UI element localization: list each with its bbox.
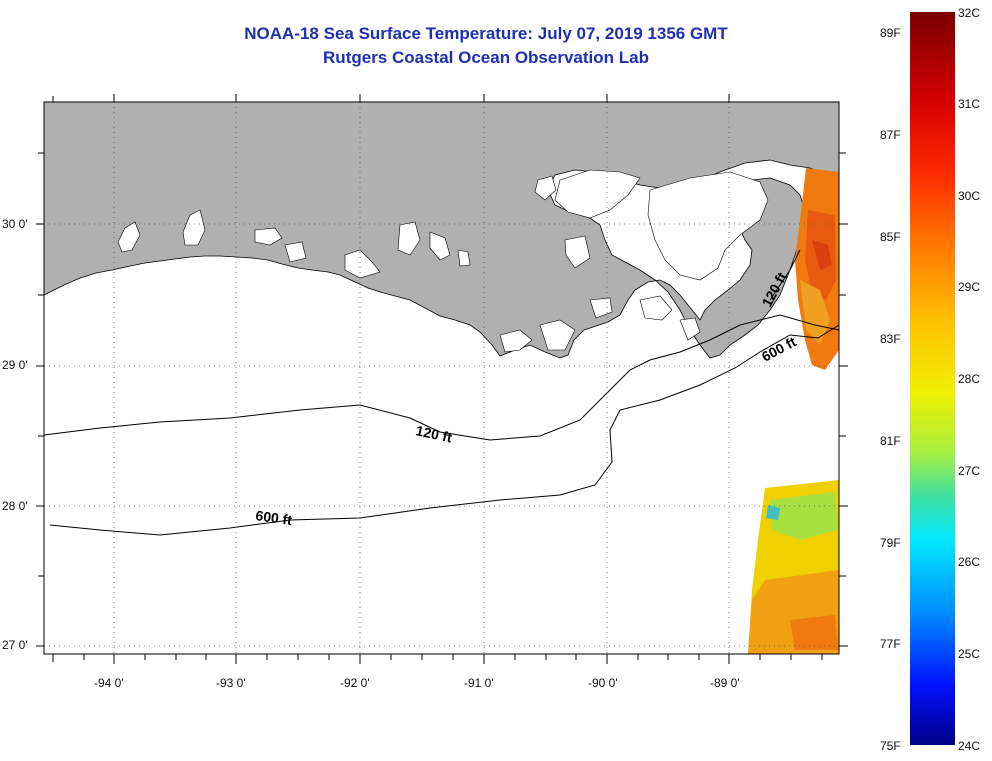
colorbar-fahrenheit-label: 75F xyxy=(880,739,901,753)
colorbar-fahrenheit-label: 89F xyxy=(880,26,901,40)
lon-label: -90 0' xyxy=(588,676,618,690)
colorbar-celsius-label: 31C xyxy=(958,97,981,111)
colorbar-celsius-label: 26C xyxy=(958,555,981,569)
lon-label: -93 0' xyxy=(216,676,246,690)
lat-label: 29 0' xyxy=(2,358,28,372)
map-frame xyxy=(43,101,840,655)
sst-swath-south xyxy=(748,480,839,654)
lat-label: 28 0' xyxy=(2,499,28,513)
inland-water xyxy=(117,169,769,353)
map-title: NOAA-18 Sea Surface Temperature: July 07… xyxy=(244,24,728,43)
sst-swath-north xyxy=(795,168,839,370)
colorbar-fahrenheit-label: 79F xyxy=(880,536,901,550)
lon-label: -89 0' xyxy=(710,676,740,690)
graticule xyxy=(44,102,839,654)
lat-label: 30 0' xyxy=(2,217,28,231)
temperature-colorbar xyxy=(910,12,955,745)
colorbar-fahrenheit-label: 81F xyxy=(880,434,901,448)
lat-label: 27 0' xyxy=(2,638,28,652)
lon-label: -92 0' xyxy=(340,676,370,690)
colorbar-fahrenheit-label: 77F xyxy=(880,637,901,651)
colorbar-fahrenheit-label: 87F xyxy=(880,128,901,142)
lon-label: -94 0' xyxy=(94,676,124,690)
colorbar-celsius-label: 30C xyxy=(958,189,981,203)
colorbar-celsius-label: 27C xyxy=(958,464,981,478)
land-mass xyxy=(43,101,840,359)
colorbar-fahrenheit-label: 85F xyxy=(880,230,901,244)
tick-marks xyxy=(36,94,848,664)
contour-lines xyxy=(43,249,840,536)
contour-label-120-a: 120 ft xyxy=(414,422,453,445)
colorbar-celsius-label: 24C xyxy=(958,739,981,753)
map-subtitle: Rutgers Coastal Ocean Observation Lab xyxy=(323,48,649,67)
colorbar-fahrenheit-label: 83F xyxy=(880,332,901,346)
colorbar-celsius-label: 29C xyxy=(958,280,981,294)
colorbar-celsius-label: 32C xyxy=(958,6,981,20)
colorbar-celsius-label: 28C xyxy=(958,372,981,386)
contour-label-600-a: 600 ft xyxy=(255,507,294,528)
colorbar-celsius-label: 25C xyxy=(958,647,981,661)
lon-label: -91 0' xyxy=(464,676,494,690)
